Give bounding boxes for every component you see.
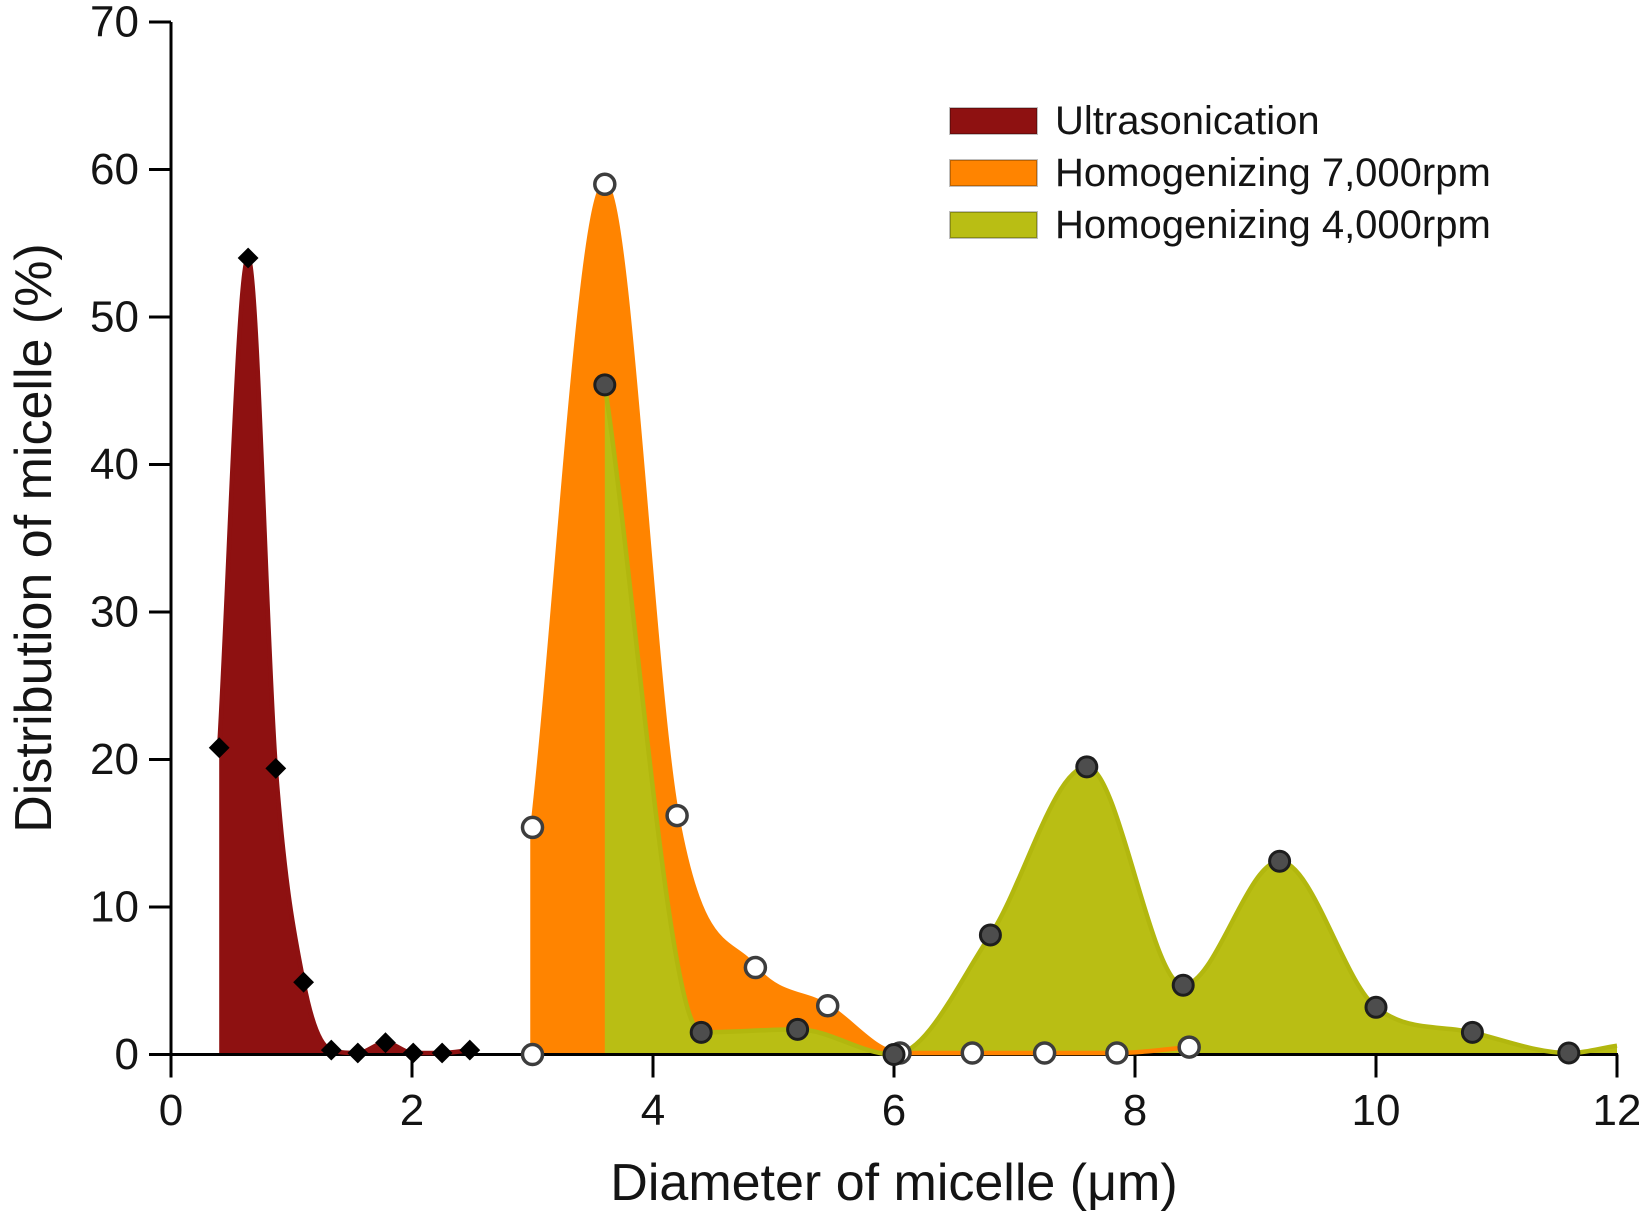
marker-homogenizing-4-000rpm <box>1268 849 1292 873</box>
marker-ultrasonication <box>293 971 315 993</box>
marker-homogenizing-4-000rpm <box>689 1020 713 1044</box>
y-axis-tick-label: 30 <box>90 588 139 637</box>
marker-homogenizing-4-000rpm <box>1460 1020 1484 1044</box>
marker-ultrasonication <box>208 737 230 759</box>
y-axis-tick-label: 70 <box>90 0 139 47</box>
marker-ultrasonication <box>459 1039 481 1061</box>
marker-homogenizing-4-000rpm <box>1364 995 1388 1019</box>
marker-homogenizing-4-000rpm <box>1557 1041 1581 1065</box>
x-axis-tick-label: 6 <box>882 1086 906 1135</box>
series-area-homogenizing-4-000rpm <box>604 384 1617 1055</box>
marker-homogenizing-7-000rpm <box>815 994 840 1018</box>
x-axis-tick-label: 10 <box>1352 1086 1401 1135</box>
legend-swatch-homogenizing-7000rpm <box>949 159 1038 187</box>
x-axis-tick-label: 4 <box>641 1086 665 1135</box>
y-axis-tick-label: 60 <box>90 145 139 194</box>
y-axis-title: Distribution of micelle (%) <box>5 243 63 833</box>
marker-ultrasonication <box>237 247 259 269</box>
marker-homogenizing-4-000rpm <box>882 1043 906 1066</box>
legend-label-homogenizing-7000rpm: Homogenizing 7,000rpm <box>1055 151 1491 195</box>
marker-homogenizing-4-000rpm <box>593 373 617 397</box>
x-axis-tick-label: 2 <box>400 1086 424 1135</box>
y-axis-tick-label: 20 <box>90 735 139 784</box>
marker-homogenizing-7-000rpm <box>960 1041 985 1065</box>
marker-homogenizing-7-000rpm <box>1177 1035 1201 1059</box>
x-axis-tick-label: 8 <box>1123 1086 1147 1135</box>
marker-homogenizing-7-000rpm <box>520 815 545 840</box>
x-axis-tick-label: 12 <box>1593 1086 1639 1135</box>
marker-homogenizing-7-000rpm <box>1105 1041 1129 1065</box>
marker-ultrasonication <box>402 1042 424 1064</box>
x-axis-title: Diameter of micelle (μm) <box>610 1154 1177 1212</box>
marker-ultrasonication <box>431 1042 453 1064</box>
legend-swatch-homogenizing-4000rpm <box>949 211 1038 239</box>
y-axis-tick-label: 40 <box>90 440 139 489</box>
marker-homogenizing-4-000rpm <box>1075 755 1099 779</box>
legend: Ultrasonication Homogenizing 7,000rpm Ho… <box>949 99 1491 247</box>
marker-ultrasonication <box>320 1039 342 1061</box>
marker-ultrasonication <box>265 757 287 779</box>
y-axis-tick-label: 50 <box>90 293 139 342</box>
x-axis-tick-label: 0 <box>159 1086 183 1135</box>
marker-homogenizing-4-000rpm <box>1171 973 1195 997</box>
series-fills <box>219 184 1617 1055</box>
legend-label-homogenizing-4000rpm: Homogenizing 4,000rpm <box>1055 203 1491 247</box>
marker-homogenizing-4-000rpm <box>786 1017 810 1041</box>
marker-homogenizing-7-000rpm <box>1032 1041 1057 1065</box>
y-axis-tick-label: 10 <box>90 883 139 932</box>
marker-homogenizing-7-000rpm <box>743 955 768 980</box>
axes: 0 2 4 6 8 10 12 0 10 20 30 40 50 60 70 <box>90 0 1639 1135</box>
marker-ultrasonication <box>347 1042 369 1064</box>
marker-homogenizing-7-000rpm <box>665 803 689 828</box>
marker-homogenizing-7-000rpm <box>520 1042 545 1067</box>
marker-ultrasonication <box>375 1032 396 1054</box>
marker-homogenizing-4-000rpm <box>978 923 1002 947</box>
y-axis-tick-label: 0 <box>115 1030 139 1079</box>
series-markers <box>208 172 1581 1067</box>
legend-swatch-ultrasonication <box>949 107 1038 135</box>
legend-label-ultrasonication: Ultrasonication <box>1055 99 1320 143</box>
series-lines <box>216 182 1618 1057</box>
series-area-homogenizing-7-000rpm <box>532 184 1190 1055</box>
marker-homogenizing-7-000rpm <box>593 172 617 197</box>
